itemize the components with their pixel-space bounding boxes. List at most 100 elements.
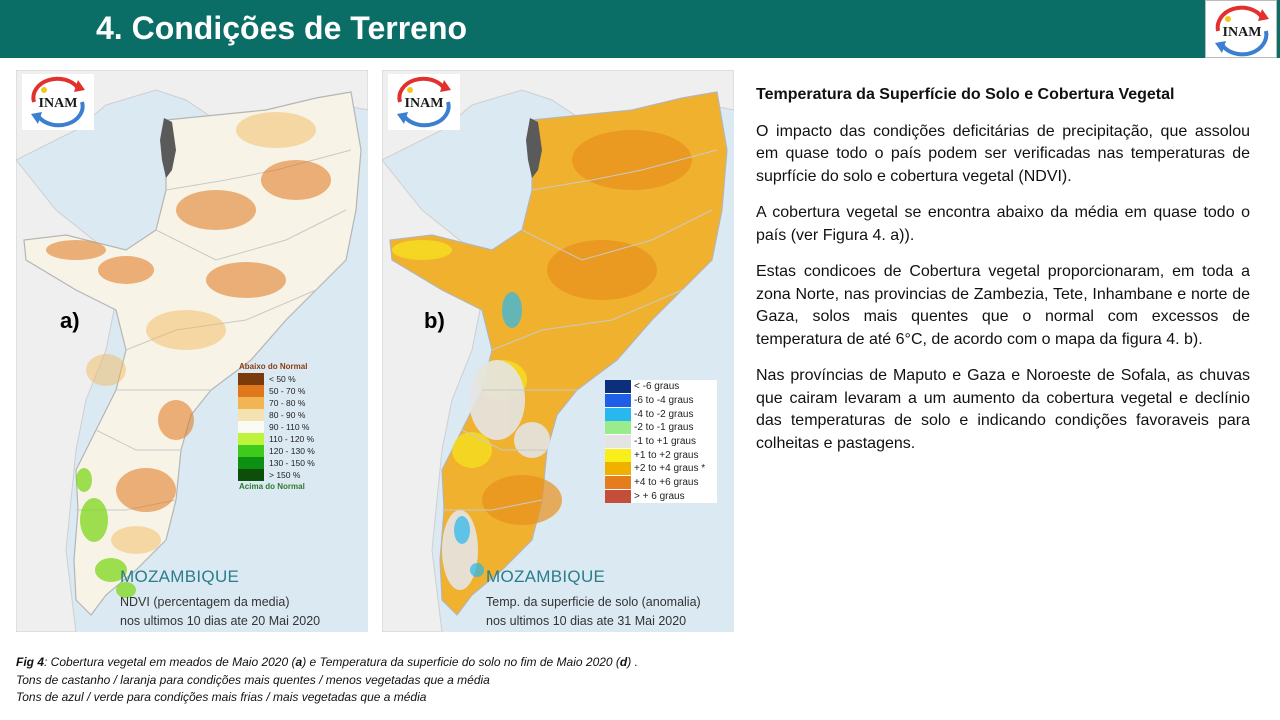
svg-text:INAM: INAM <box>405 96 444 111</box>
legend-swatch <box>238 397 264 409</box>
legend-swatch <box>605 407 631 421</box>
legend-swatch <box>605 380 631 394</box>
lake-niassa-a <box>160 118 176 178</box>
lst-cool-patches <box>454 292 522 577</box>
legend-swatch <box>238 457 264 469</box>
legend-swatch <box>238 433 264 445</box>
text-panel: Temperatura da Superfície do Solo e Cobe… <box>756 84 1250 469</box>
legend-item: > 150 % <box>238 469 346 481</box>
legend-item: 90 - 110 % <box>238 421 346 433</box>
lst-warm-patches <box>482 130 692 525</box>
panel-logo-b: INAM <box>388 74 460 130</box>
header-bar: 4. Condições de Terreno INAM <box>0 0 1280 58</box>
legend-label: 70 - 80 % <box>269 398 306 408</box>
mozambique-shape-b <box>389 91 728 616</box>
caption-line-1: Fig 4: Cobertura vegetal em meados de Ma… <box>16 655 638 669</box>
legend-label: 90 - 110 % <box>269 422 310 432</box>
map-date: nos ultimos 10 dias ate 31 Mai 2020 <box>486 614 687 628</box>
legend-label: 50 - 70 % <box>269 386 306 396</box>
legend-item: < -6 graus <box>605 380 717 394</box>
legend-label: +1 to +2 graus <box>634 449 699 461</box>
legend-item: +4 to +6 graus <box>605 476 717 490</box>
legend-swatch <box>605 394 631 408</box>
legend-swatch <box>605 448 631 462</box>
legend-item: +2 to +4 graus * <box>605 462 717 476</box>
panel-label-a: a) <box>60 308 80 333</box>
legend-item: 110 - 120 % <box>238 433 346 445</box>
legend-swatch <box>605 462 631 476</box>
figure-caption: Fig 4: Cobertura vegetal em meados de Ma… <box>16 654 916 707</box>
lst-map <box>382 70 734 632</box>
lst-map-panel: INAM b) < -6 graus -6 to -4 graus -4 to -2… <box>382 70 734 632</box>
legend-label: 80 - 90 % <box>269 410 306 420</box>
legend-header: Abaixo do Normal <box>239 362 308 371</box>
ndvi-map-panel: INAM a) Abaixo do Normal < 50 % 50 - 70 %… <box>16 70 368 632</box>
inam-logo-icon: INAM <box>397 76 451 128</box>
legend-swatch <box>238 469 264 481</box>
legend-swatch <box>605 489 631 503</box>
legend-swatch <box>605 476 631 490</box>
legend-label: +4 to +6 graus <box>634 477 699 489</box>
panel-logo-a: INAM <box>22 74 94 130</box>
legend-label: 130 - 150 % <box>269 458 315 468</box>
legend-swatch <box>238 385 264 397</box>
section-heading: Temperatura da Superfície do Solo e Cobe… <box>756 86 1175 103</box>
ndvi-below-normal-patches <box>46 160 331 512</box>
legend-item: 120 - 130 % <box>238 445 346 457</box>
legend-item: 50 - 70 % <box>238 385 346 397</box>
legend-item: 80 - 90 % <box>238 409 346 421</box>
svg-text:INAM: INAM <box>39 96 78 111</box>
inam-logo-graphic: INAM <box>1215 5 1269 57</box>
legend-item: -1 to +1 graus <box>605 435 717 449</box>
legend-swatch <box>238 445 264 457</box>
legend-swatch <box>605 435 631 449</box>
legend-label: > 150 % <box>269 470 301 480</box>
legend-label: -1 to +1 graus <box>634 436 696 448</box>
legend-swatch <box>238 421 264 433</box>
province-lines-b <box>442 149 718 511</box>
caption-line-3: Tons de azul / verde para condições mais… <box>16 690 427 704</box>
page-title: 4. Condições de Terreno <box>96 10 468 46</box>
paragraph: O impacto das condições deficitárias de … <box>756 122 1250 185</box>
legend-item: -6 to -4 graus <box>605 394 717 408</box>
legend-label: < -6 graus <box>634 381 680 393</box>
caption-fig-label: Fig 4 <box>16 655 45 669</box>
lst-normal-patches <box>442 360 550 590</box>
neighbour-land-north <box>16 70 368 161</box>
logo-text: INAM <box>1223 25 1262 40</box>
legend-item: 70 - 80 % <box>238 397 346 409</box>
legend-label: +2 to +4 graus * <box>634 463 706 475</box>
legend-item: 130 - 150 % <box>238 457 346 469</box>
panel-label-b: b) <box>424 308 445 333</box>
legend-footer: Acima do Normal <box>239 482 305 491</box>
ndvi-legend: Abaixo do Normal < 50 % 50 - 70 % 70 - 80 … <box>238 362 346 491</box>
legend-label: -4 to -2 graus <box>634 408 694 420</box>
legend-item: < 50 % <box>238 373 346 385</box>
ndvi-above-normal-patches <box>76 468 136 598</box>
map-subtitle: Temp. da superficie de solo (anomalia) <box>486 595 701 609</box>
mozambique-shape-a <box>23 91 362 616</box>
legend-label: < 50 % <box>269 374 296 384</box>
ndvi-light-patches <box>86 112 316 554</box>
legend-item: -4 to -2 graus <box>605 407 717 421</box>
paragraph: Estas condicoes de Cobertura vegetal pro… <box>756 263 1250 348</box>
legend-label: > + 6 graus <box>634 490 685 502</box>
legend-label: 110 - 120 % <box>269 434 315 444</box>
inam-logo-icon: INAM <box>31 76 85 128</box>
map-country-label: MOZAMBIQUE <box>486 567 606 586</box>
legend-item: > + 6 graus <box>605 489 717 504</box>
paragraph: A cobertura vegetal se encontra abaixo d… <box>756 204 1250 244</box>
legend-swatch <box>238 409 264 421</box>
ndvi-map <box>16 70 368 632</box>
map-date: nos ultimos 10 dias ate 20 Mai 2020 <box>120 614 321 628</box>
legend-item: -2 to -1 graus <box>605 421 717 435</box>
province-lines-a <box>76 149 352 511</box>
paragraph: Nas províncias de Maputo e Gaza e Noroes… <box>756 367 1250 452</box>
lst-legend: < -6 graus -6 to -4 graus -4 to -2 graus -2… <box>605 380 717 504</box>
legend-label: 120 - 130 % <box>269 446 315 456</box>
inam-logo: INAM <box>1205 0 1277 58</box>
lake-niassa-b <box>526 118 542 178</box>
legend-label: -6 to -4 graus <box>634 395 694 407</box>
legend-label: -2 to -1 graus <box>634 422 694 434</box>
map-subtitle: NDVI (percentagem da media) <box>120 595 290 609</box>
